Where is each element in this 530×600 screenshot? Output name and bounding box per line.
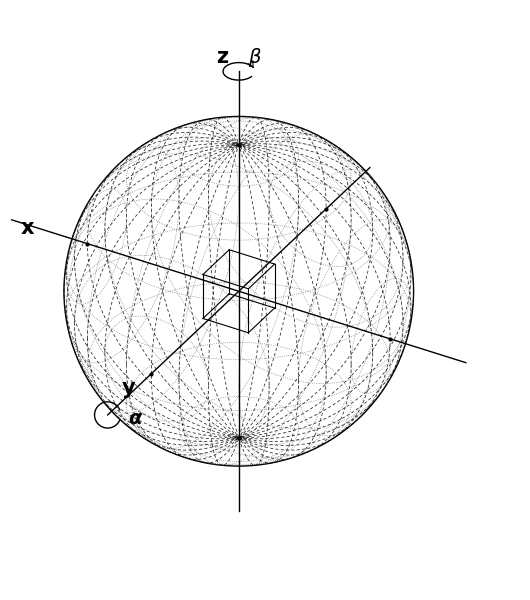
Text: x: x bbox=[21, 218, 34, 238]
Text: α: α bbox=[129, 409, 142, 428]
Text: β: β bbox=[248, 47, 260, 67]
Text: y: y bbox=[122, 378, 135, 398]
Text: z: z bbox=[216, 47, 228, 67]
